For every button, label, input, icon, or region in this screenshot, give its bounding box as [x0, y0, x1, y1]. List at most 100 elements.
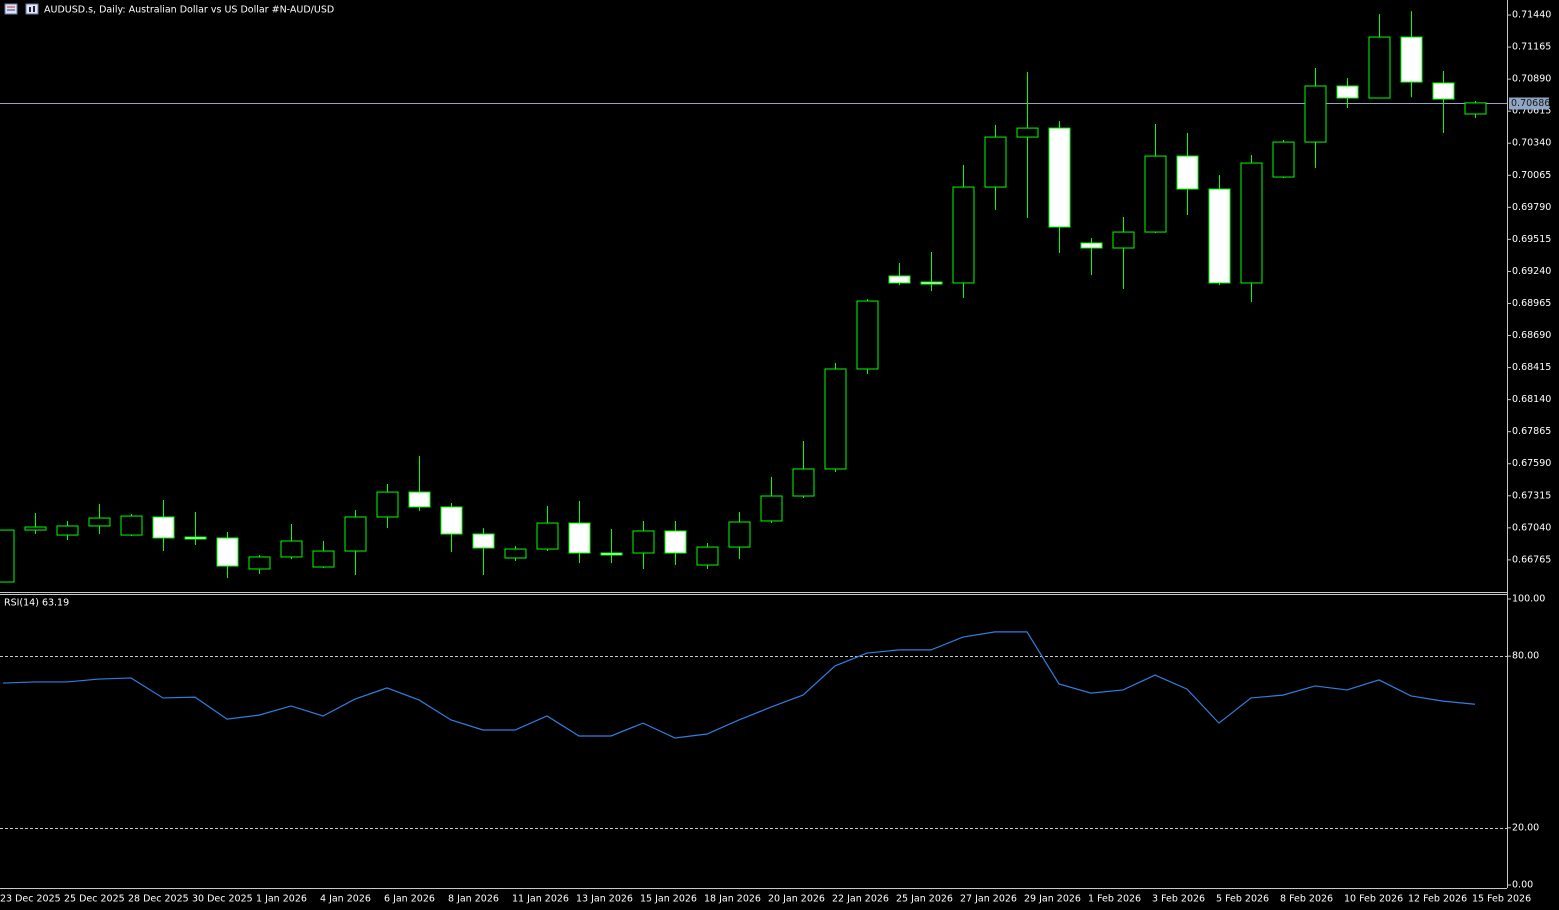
candle-body — [376, 491, 399, 518]
candle-body — [920, 281, 943, 285]
x-tick-label: 1 Feb 2026 — [1088, 894, 1141, 905]
candle-body — [152, 516, 175, 539]
y-tick-label: 0.68140 — [1512, 394, 1551, 405]
candle-body — [696, 546, 719, 566]
y-tick-label: 0.69240 — [1512, 266, 1551, 277]
candle-body — [952, 186, 975, 284]
y-tick-label: 0.69790 — [1512, 202, 1551, 213]
candle-body — [1208, 188, 1231, 284]
x-tick-label: 25 Jan 2026 — [896, 894, 953, 905]
x-tick-label: 3 Feb 2026 — [1152, 894, 1205, 905]
x-tick-label: 30 Dec 2025 — [192, 894, 253, 905]
x-tick-label: 27 Jan 2026 — [960, 894, 1017, 905]
y-tick-label: 80.00 — [1512, 651, 1539, 662]
x-tick-label: 8 Feb 2026 — [1280, 894, 1333, 905]
icon — [4, 3, 18, 15]
candle-body — [1432, 82, 1455, 100]
x-tick-label: 12 Feb 2026 — [1408, 894, 1467, 905]
candle-body — [248, 556, 271, 570]
candle-body — [1304, 85, 1327, 143]
candle-body — [1176, 155, 1199, 190]
y-tick-label: 0.70890 — [1512, 74, 1551, 85]
candle-body — [888, 275, 911, 284]
candle-body — [88, 517, 111, 527]
candle-body — [1464, 102, 1487, 115]
y-tick-label: 0.70065 — [1512, 170, 1551, 181]
candle-body — [120, 515, 143, 536]
candle-body — [728, 521, 751, 548]
candle-body — [56, 525, 79, 536]
x-tick-label: 18 Jan 2026 — [704, 894, 761, 905]
y-tick-label: 0.71440 — [1512, 10, 1551, 21]
x-tick-label: 11 Jan 2026 — [512, 894, 569, 905]
y-tick-label: 0.71165 — [1512, 42, 1551, 53]
x-tick-label: 28 Dec 2025 — [128, 894, 189, 905]
symbol-icons — [4, 3, 39, 15]
candle-body — [1272, 141, 1295, 178]
bid-label: 0.70686 — [1511, 98, 1550, 109]
candle-body — [1336, 85, 1359, 99]
candle-body — [1112, 231, 1135, 249]
x-tick-label: 15 Feb 2026 — [1472, 894, 1531, 905]
candle-body — [0, 529, 15, 583]
x-tick-label: 13 Jan 2026 — [576, 894, 633, 905]
x-tick-label: 22 Jan 2026 — [832, 894, 889, 905]
x-tick-label: 15 Jan 2026 — [640, 894, 697, 905]
icon-bar — [29, 7, 31, 12]
indicator-label: RSI(14) 63.19 — [4, 598, 69, 609]
y-tick-label: 0.66765 — [1512, 554, 1551, 565]
candle-body — [1016, 127, 1039, 138]
y-tick-label: 0.68690 — [1512, 330, 1551, 341]
y-tick-label: 100.00 — [1512, 594, 1545, 605]
candle-body — [536, 522, 559, 550]
candle-body — [24, 526, 47, 531]
candle-body — [1400, 36, 1423, 83]
y-tick-label: 0.68965 — [1512, 298, 1551, 309]
bid-label-box — [1509, 97, 1549, 110]
candle-body — [472, 533, 495, 549]
candle-body — [1144, 155, 1167, 233]
candle-body — [440, 506, 463, 535]
candle-body — [824, 368, 847, 470]
candle-body — [1080, 242, 1103, 249]
candle-body — [632, 530, 655, 554]
candle-body — [600, 552, 623, 556]
rsi-line — [2, 631, 1476, 739]
y-tick-label: 0.69515 — [1512, 234, 1551, 245]
x-tick-label: 20 Jan 2026 — [768, 894, 825, 905]
y-tick-label: 20.00 — [1512, 822, 1539, 833]
x-tick-label: 5 Feb 2026 — [1216, 894, 1269, 905]
candle-body — [984, 136, 1007, 188]
candle-body — [184, 536, 207, 540]
y-tick-label: 0.67865 — [1512, 426, 1551, 437]
x-tick-label: 4 Jan 2026 — [320, 894, 371, 905]
y-tick-label: 0.67040 — [1512, 522, 1551, 533]
candle-body — [280, 540, 303, 558]
candle-body — [856, 300, 879, 370]
icon — [25, 3, 39, 15]
candle-body — [792, 468, 815, 497]
candle-body — [664, 530, 687, 554]
y-tick-label: 0.67315 — [1512, 490, 1551, 501]
x-tick-label: 25 Dec 2025 — [64, 894, 125, 905]
candle-body — [1048, 127, 1071, 228]
x-tick-label: 23 Dec 2025 — [0, 894, 61, 905]
y-tick-label: 0.00 — [1512, 880, 1533, 891]
candle-body — [312, 550, 335, 568]
candle-body — [760, 495, 783, 522]
candle-body — [504, 548, 527, 559]
x-tick-label: 10 Feb 2026 — [1344, 894, 1403, 905]
x-tick-label: 1 Jan 2026 — [256, 894, 307, 905]
icon-bar — [33, 6, 35, 12]
x-tick-label: 8 Jan 2026 — [448, 894, 499, 905]
chart-title: AUDUSD.s, Daily: Australian Dollar vs US… — [44, 5, 334, 16]
x-tick-label: 6 Jan 2026 — [384, 894, 435, 905]
candle-body — [344, 516, 367, 552]
candle-body — [568, 522, 591, 554]
candle-body — [216, 537, 239, 567]
y-tick-label: 0.70340 — [1512, 138, 1551, 149]
candle-body — [408, 491, 431, 508]
